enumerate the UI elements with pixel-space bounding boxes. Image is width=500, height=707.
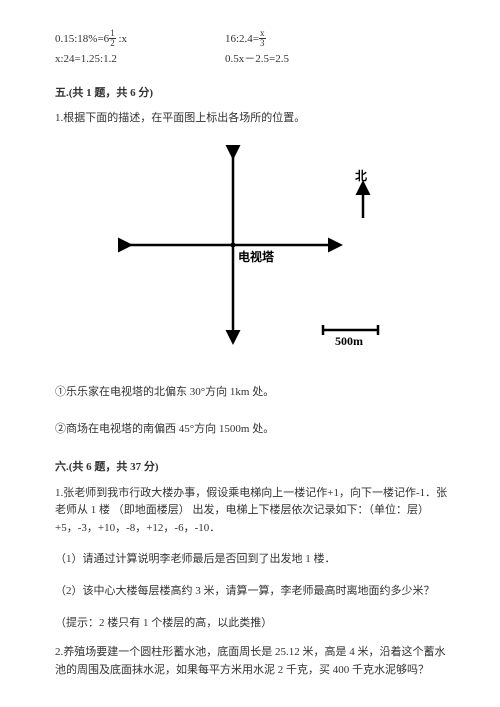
eq4: 0.5x－2.5=2.5 <box>225 51 289 69</box>
section-6-q1-hint: （提示：2 楼只有 1 个楼层的高，以此类推） <box>55 615 450 633</box>
coordinate-diagram: 电视塔 北 500m <box>55 140 450 370</box>
equation-row-2: x:24=1.25:1.2 0.5x－2.5=2.5 <box>55 51 450 69</box>
section-5-q1: 1.根据下面的描述，在平面图上标出各场所的位置。 <box>55 110 450 128</box>
section-6-q2: 2.养殖场要建一个圆柱形蓄水池，底面周长是 25.12 米，高是 4 米，沿着这… <box>55 644 450 679</box>
eq1: 0.15:18%=612 :x <box>55 30 225 49</box>
section-5-header: 五.(共 1 题，共 6 分) <box>55 85 450 103</box>
svg-text:电视塔: 电视塔 <box>238 249 275 264</box>
section-6-q1-intro: 1.张老师到我市行政大楼办事，假设乘电梯向上一楼记作+1，向下一楼记作-1．张老… <box>55 485 450 538</box>
section-5-sub2: ②商场在电视塔的南偏西 45°方向 1500m 处。 <box>55 421 450 439</box>
eq3: x:24=1.25:1.2 <box>55 51 225 69</box>
eq2: 16:2.4=x3 <box>225 30 266 49</box>
section-6-q1-sub1: （1）请通过计算说明李老师最后是否回到了出发地 1 楼． <box>55 551 450 569</box>
svg-text:北: 北 <box>355 168 367 183</box>
section-5-sub1: ①乐乐家在电视塔的北偏东 30°方向 1km 处。 <box>55 384 450 402</box>
section-6-q1-sub2: （2）该中心大楼每层楼高约 3 米，请算一算，李老师最高时离地面约多少米？ <box>55 583 450 601</box>
section-6-header: 六.(共 6 题，共 37 分) <box>55 459 450 477</box>
svg-text:500m: 500m <box>335 334 363 348</box>
equation-row-1: 0.15:18%=612 :x 16:2.4=x3 <box>55 30 450 49</box>
diagram-svg: 电视塔 北 500m <box>103 140 403 370</box>
